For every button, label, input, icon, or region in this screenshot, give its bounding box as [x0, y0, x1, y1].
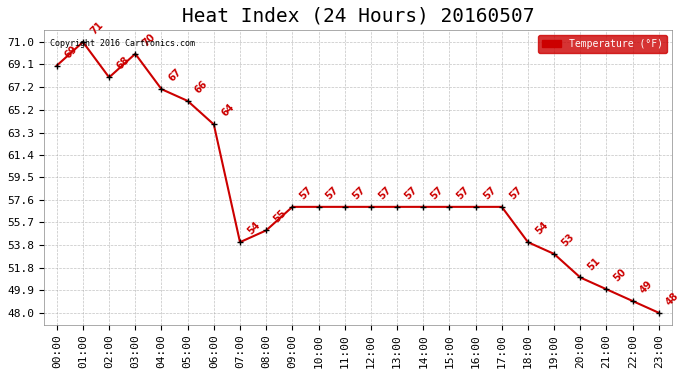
- Text: 57: 57: [377, 185, 393, 201]
- Text: 53: 53: [560, 232, 576, 248]
- Text: 70: 70: [141, 32, 157, 48]
- Text: 57: 57: [455, 185, 471, 201]
- Text: 49: 49: [638, 279, 655, 296]
- Text: 48: 48: [664, 291, 681, 307]
- Text: 50: 50: [612, 267, 629, 284]
- Text: 69: 69: [62, 44, 79, 60]
- Text: 55: 55: [272, 208, 288, 225]
- Text: 57: 57: [324, 185, 341, 201]
- Text: 67: 67: [167, 67, 184, 84]
- Text: 64: 64: [219, 102, 236, 119]
- Text: 54: 54: [246, 220, 262, 237]
- Text: 71: 71: [88, 20, 105, 36]
- Text: 54: 54: [533, 220, 550, 237]
- Text: Copyright 2016 Cartronics.com: Copyright 2016 Cartronics.com: [50, 39, 195, 48]
- Text: 57: 57: [428, 185, 446, 201]
- Text: 57: 57: [507, 185, 524, 201]
- Text: 66: 66: [193, 79, 210, 95]
- Text: 57: 57: [403, 185, 420, 201]
- Text: 68: 68: [115, 55, 131, 72]
- Text: 57: 57: [351, 185, 367, 201]
- Text: 57: 57: [298, 185, 315, 201]
- Text: 57: 57: [481, 185, 497, 201]
- Text: 51: 51: [586, 255, 602, 272]
- Title: Heat Index (24 Hours) 20160507: Heat Index (24 Hours) 20160507: [181, 7, 534, 26]
- Legend: Temperature (°F): Temperature (°F): [538, 35, 667, 53]
